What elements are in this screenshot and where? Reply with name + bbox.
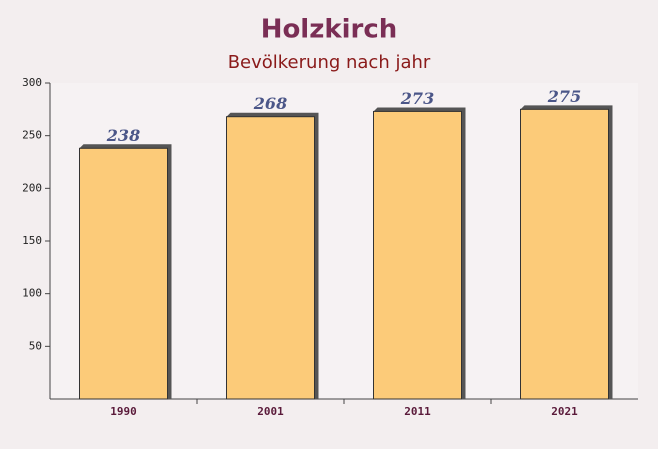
x-tick-label: 2011 bbox=[404, 405, 431, 418]
y-tick-label: 300 bbox=[22, 76, 42, 89]
x-tick-label: 2021 bbox=[551, 405, 578, 418]
y-tick-label: 150 bbox=[22, 234, 42, 247]
x-tick-label: 1990 bbox=[110, 405, 137, 418]
bar bbox=[79, 147, 168, 400]
y-tick-label: 200 bbox=[22, 181, 42, 194]
value-label: 238 bbox=[106, 126, 140, 145]
bar bbox=[373, 110, 462, 400]
y-tick-label: 50 bbox=[29, 339, 42, 352]
bar bbox=[520, 108, 609, 400]
value-label: 275 bbox=[547, 87, 581, 106]
x-tick-label: 2001 bbox=[257, 405, 284, 418]
y-tick-label: 100 bbox=[22, 287, 42, 300]
chart-title: Holzkirch bbox=[261, 15, 398, 45]
y-tick-label: 250 bbox=[22, 129, 42, 142]
bar bbox=[226, 116, 315, 400]
value-label: 268 bbox=[253, 94, 287, 113]
chart-subtitle: Bevölkerung nach jahr bbox=[228, 52, 431, 73]
value-label: 273 bbox=[400, 89, 434, 108]
